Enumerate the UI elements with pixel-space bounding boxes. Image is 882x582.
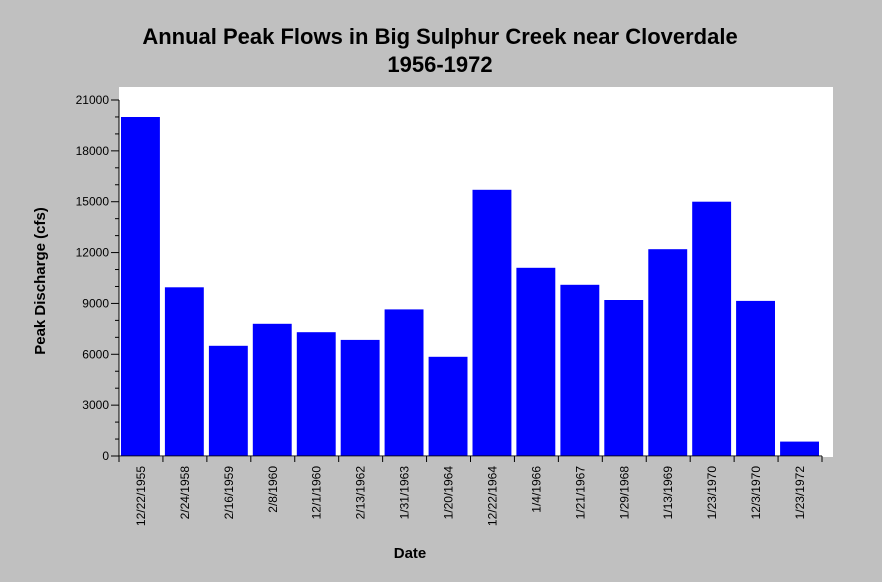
bar-12/22/1955 [121, 117, 160, 456]
bar-1/21/1967 [560, 284, 600, 456]
x-tick-label: 12/1/1960 [310, 466, 324, 520]
x-tick-label: 12/22/1955 [134, 466, 148, 526]
y-axis: 0 3000 6000 9000 12000 15000 18000 21000 [76, 93, 120, 463]
x-axis-label: Date [394, 545, 427, 562]
y-tick-label: 18000 [76, 144, 110, 158]
bar-12/1/1960 [296, 332, 336, 456]
bar-1/20/1964 [428, 356, 468, 456]
bar-1/23/1972 [780, 441, 819, 456]
x-tick-label: 1/4/1966 [529, 466, 543, 513]
x-tick-label: 2/24/1958 [178, 466, 192, 520]
x-tick-label: 2/13/1962 [354, 466, 368, 520]
bar-12/3/1970 [736, 300, 775, 456]
y-tick-label: 12000 [76, 246, 110, 260]
bar-2/8/1960 [252, 323, 292, 456]
y-tick-label: 0 [102, 449, 109, 463]
x-tick-label: 2/8/1960 [266, 466, 280, 513]
y-tick-label: 15000 [76, 195, 110, 209]
bars-group [121, 117, 819, 457]
x-tick-label: 12/3/1970 [749, 466, 763, 520]
x-tick-label: 1/13/1969 [661, 466, 675, 520]
bar-2/24/1958 [164, 287, 204, 456]
y-tick-label: 9000 [82, 296, 109, 310]
bar-2/13/1962 [340, 339, 380, 456]
x-tick-label: 12/22/1964 [486, 466, 500, 526]
chart-title-line2: 1956-1972 [387, 52, 492, 77]
bar-1/23/1970 [692, 201, 732, 456]
x-tick-label: 1/29/1968 [617, 466, 631, 520]
x-tick-label: 1/20/1964 [442, 466, 456, 520]
x-tick-label: 1/23/1970 [705, 466, 719, 520]
bar-1/29/1968 [604, 300, 644, 456]
x-tick-label: 1/23/1972 [793, 466, 807, 520]
bar-1/4/1966 [516, 267, 556, 456]
bar-1/31/1963 [384, 309, 424, 456]
x-tick-label: 2/16/1959 [222, 466, 236, 520]
y-tick-label: 3000 [82, 398, 109, 412]
chart-title-line1: Annual Peak Flows in Big Sulphur Creek n… [142, 24, 737, 49]
x-axis: 12/22/1955 2/24/1958 2/16/1959 2/8/1960 12/1… [118, 455, 823, 526]
x-tick-label: 1/31/1963 [398, 466, 412, 520]
x-tick-label: 1/21/1967 [573, 466, 587, 520]
y-axis-label: Peak Discharge (cfs) [32, 207, 49, 355]
bar-2/16/1959 [208, 345, 248, 456]
bar-1/13/1969 [648, 249, 688, 456]
bar-12/22/1964 [472, 189, 512, 457]
y-tick-label: 21000 [76, 93, 110, 107]
y-tick-label: 6000 [82, 347, 109, 361]
